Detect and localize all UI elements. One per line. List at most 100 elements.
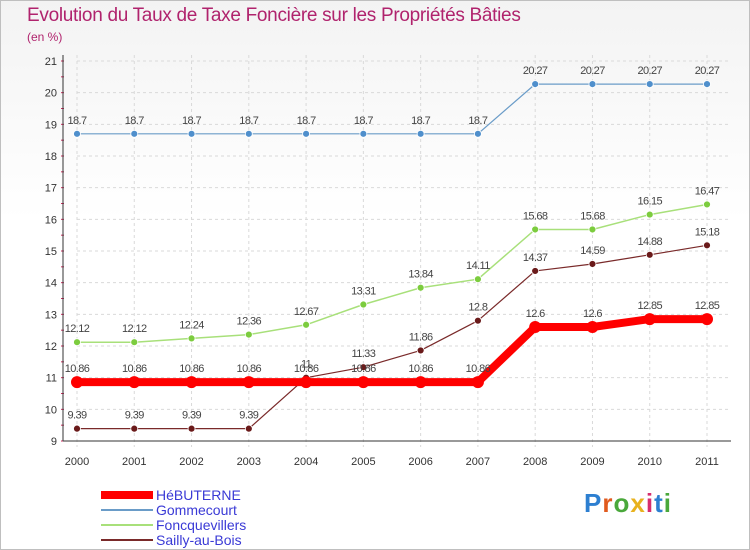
- data-label: 20.27: [695, 65, 720, 77]
- x-tick-label: 2001: [122, 456, 146, 468]
- data-label: 18.7: [239, 115, 258, 127]
- data-point: [588, 260, 597, 268]
- logo-letter: i: [645, 488, 655, 518]
- data-label: 14.59: [580, 245, 605, 257]
- logo-letter: t: [654, 488, 664, 518]
- axes: 9 10 11 12 13 14 15 16 17 18 19 20 21 2000 2001 2002 200…: [45, 55, 731, 468]
- data-label: 18.7: [411, 115, 430, 127]
- data-point: [73, 338, 81, 347]
- data-point: [187, 424, 196, 433]
- logo-letter: i: [663, 488, 672, 518]
- x-tick-label: 2005: [351, 456, 375, 468]
- data-label: 10.86: [408, 363, 433, 375]
- data-point: [359, 300, 368, 309]
- data-point: [471, 376, 484, 389]
- data-label: 10.86: [237, 363, 262, 375]
- y-tick-label: 18: [45, 151, 57, 163]
- data-point: [130, 129, 139, 138]
- data-point: [586, 321, 599, 333]
- data-label: 12.8: [468, 302, 487, 314]
- data-label: 20.27: [580, 65, 605, 77]
- legend-label-0: HéBUTERNE: [156, 487, 241, 503]
- data-label: 11.86: [409, 331, 433, 343]
- data-label: 16.15: [637, 196, 662, 208]
- data-label: 12.36: [237, 316, 262, 328]
- data-label: 12.6: [583, 308, 602, 320]
- y-tick-label: 15: [45, 246, 57, 258]
- data-point: [703, 200, 711, 209]
- data-label: 20.27: [523, 65, 548, 77]
- data-label: 15.68: [580, 210, 605, 222]
- y-axis-unit: (en %): [27, 30, 63, 44]
- proxiti-logo: Proxiti: [584, 488, 672, 519]
- y-tick-label: 13: [45, 309, 57, 321]
- data-label: 18.7: [67, 115, 86, 127]
- data-point: [643, 313, 656, 326]
- data-label: 18.7: [354, 115, 373, 127]
- data-label: 10.86: [466, 363, 491, 375]
- data-label: 12.12: [65, 323, 90, 335]
- data-label: 13.31: [351, 286, 376, 298]
- logo-letter: o: [613, 488, 631, 518]
- y-tick-label: 12: [45, 341, 57, 353]
- data-point: [416, 346, 425, 355]
- data-point: [130, 424, 139, 433]
- data-label: 10.86: [294, 363, 319, 375]
- data-labels: 10.86 10.86 10.86 10.86 10.86 10.86 10.86 10.86…: [65, 65, 721, 422]
- data-point: [701, 313, 713, 326]
- data-point: [244, 424, 253, 433]
- data-label: 18.7: [468, 115, 487, 127]
- data-label: 20.27: [637, 65, 662, 77]
- data-point: [359, 129, 368, 138]
- y-tick-label: 14: [45, 278, 57, 290]
- data-label: 16.47: [695, 185, 720, 197]
- y-tick-label: 10: [45, 404, 57, 416]
- y-tick-label: 17: [45, 183, 57, 195]
- data-label: 11.33: [352, 348, 376, 360]
- data-label: 10.86: [179, 363, 204, 375]
- data-point: [300, 376, 313, 389]
- x-tick-label: 2002: [179, 456, 203, 468]
- chart-title: Evolution du Taux de Taxe Foncière sur l…: [27, 5, 521, 26]
- data-point: [645, 250, 654, 259]
- data-point: [187, 334, 196, 343]
- data-point: [703, 80, 711, 89]
- data-point: [474, 129, 482, 138]
- data-point: [244, 330, 253, 339]
- series-line-2: [77, 203, 708, 343]
- data-label: 18.7: [125, 115, 144, 127]
- data-label: 18.7: [182, 115, 201, 127]
- x-tick-label: 2011: [695, 456, 719, 468]
- data-point: [531, 267, 540, 275]
- legend-label-2: Foncquevillers: [156, 517, 246, 533]
- data-point: [414, 376, 427, 389]
- y-tick-label: 9: [51, 436, 57, 448]
- logo-letter: x: [630, 488, 646, 518]
- data-point: [531, 225, 540, 234]
- data-label: 12.24: [179, 319, 204, 331]
- x-tick-label: 2004: [294, 456, 318, 468]
- data-label: 10.86: [122, 363, 147, 375]
- data-point: [531, 80, 540, 89]
- series-line-3: [77, 244, 708, 430]
- data-point: [645, 80, 654, 89]
- x-tick-label: 2009: [580, 456, 604, 468]
- data-label: 14.11: [466, 260, 490, 272]
- data-point: [302, 129, 310, 138]
- data-label: 10.86: [65, 363, 90, 375]
- data-label: 15.68: [523, 210, 548, 222]
- data-label: 12.6: [526, 308, 545, 320]
- series-line-0: [77, 315, 707, 387]
- y-tick-label: 19: [45, 119, 57, 131]
- data-point: [474, 275, 482, 284]
- grid: [76, 55, 729, 447]
- data-label: 12.67: [294, 306, 319, 318]
- legend-label-1: Gommecourt: [156, 502, 237, 518]
- data-point: [474, 316, 482, 325]
- x-tick-label: 2008: [523, 456, 547, 468]
- data-label: 9.39: [239, 410, 258, 422]
- data-label: 15.18: [695, 226, 720, 238]
- data-point: [130, 338, 139, 347]
- data-point: [128, 376, 141, 389]
